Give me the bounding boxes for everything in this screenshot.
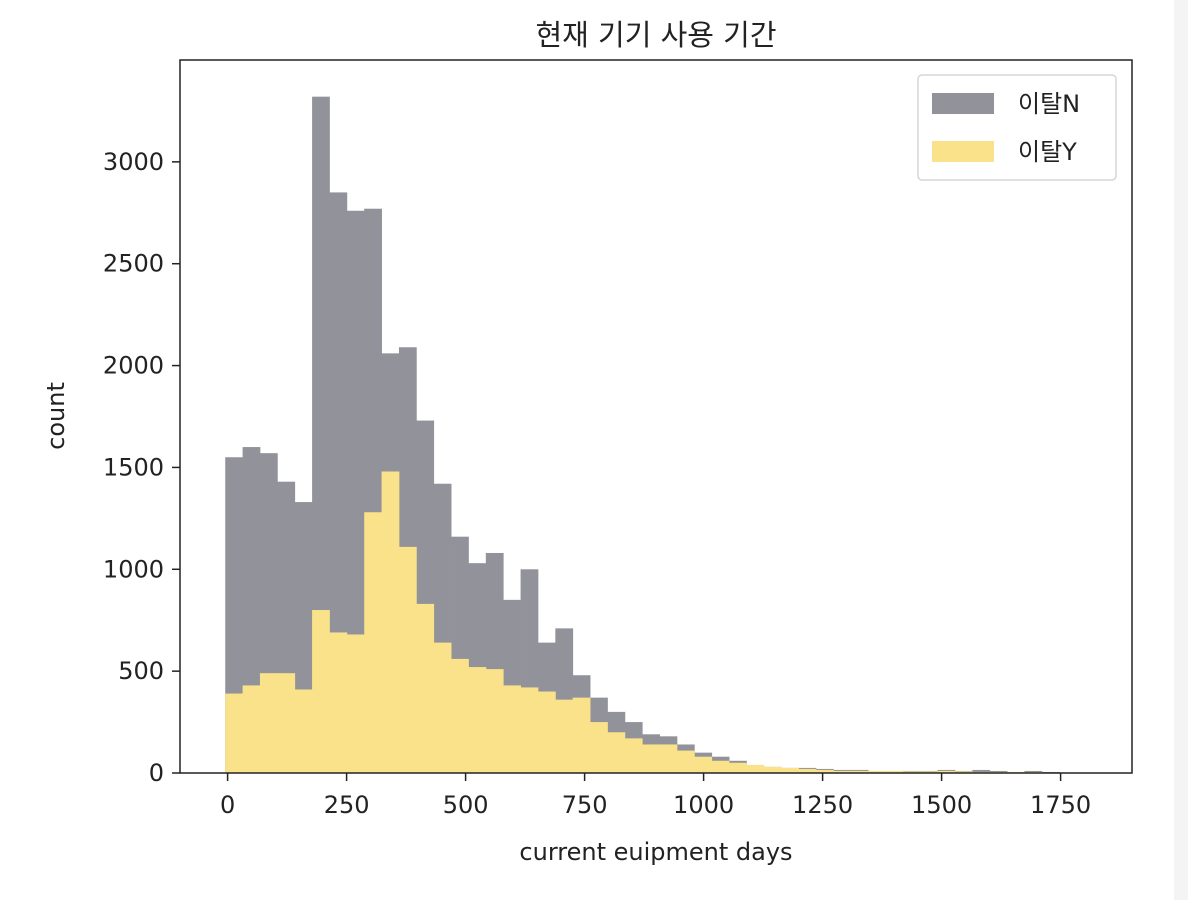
- y-tick-label: 3000: [103, 148, 164, 176]
- y-tick-label: 2500: [103, 250, 164, 278]
- histogram-bar-y-9: [381, 471, 400, 773]
- histogram-bar-y-1: [242, 685, 261, 773]
- x-tick-label: 750: [562, 791, 608, 819]
- histogram-bar-y-28: [711, 760, 730, 773]
- histogram-bar-y-15: [485, 669, 504, 773]
- histogram-bar-y-6: [329, 632, 348, 773]
- histogram-bar-y-27: [694, 756, 713, 773]
- histogram-bar-y-26: [676, 750, 695, 773]
- y-tick-label: 2000: [103, 352, 164, 380]
- histogram-bar-y-22: [607, 732, 626, 773]
- histogram-bar-y-0: [225, 693, 243, 773]
- histogram-bar-y-3: [277, 673, 296, 773]
- y-tick-label: 1500: [103, 453, 164, 481]
- histogram-bar-y-7: [346, 634, 365, 773]
- chart-title: 현재 기기 사용 기간: [535, 18, 776, 52]
- x-tick-label: 1500: [911, 791, 972, 819]
- histogram-bar-y-10: [398, 546, 417, 773]
- legend-label-y: 이탈Y: [1018, 138, 1077, 166]
- histogram-bar-y-35: [833, 770, 852, 773]
- legend-label-n: 이탈N: [1018, 90, 1080, 118]
- x-tick-label: 250: [324, 791, 370, 819]
- x-tick-label: 1750: [1030, 791, 1091, 819]
- y-tick-label: 500: [118, 657, 164, 685]
- histogram-bar-y-40: [920, 771, 938, 773]
- histogram-bar-y-29: [729, 762, 747, 773]
- histogram-bar-y-38: [885, 770, 904, 773]
- x-axis-label: current euipment days: [519, 838, 792, 866]
- histogram-bar-y-36: [850, 770, 869, 773]
- histogram-bar-y-8: [364, 512, 382, 773]
- y-axis-ticks: 0 500 1000 1500 2000 2500 3000: [103, 148, 180, 787]
- histogram-bar-y-19: [555, 699, 574, 773]
- histogram-bar-y-21: [590, 722, 608, 773]
- histogram-bar-y-13: [451, 658, 469, 773]
- histogram-bar-y-33: [798, 768, 817, 773]
- x-tick-label: 1250: [792, 791, 853, 819]
- legend-swatch-y: [932, 141, 994, 162]
- histogram-bar-y-2: [259, 673, 278, 773]
- window-edge-strip: [1174, 0, 1188, 900]
- histogram-bar-y-37: [868, 770, 886, 773]
- y-axis-label: count: [42, 382, 70, 450]
- histogram-bar-n-6: [329, 192, 348, 773]
- legend-swatch-n: [932, 93, 994, 114]
- histogram-bar-y-41: [937, 770, 956, 773]
- histogram-bar-y-24: [642, 744, 660, 773]
- x-axis-ticks: 0 250 500 750 1000 1250 1500 1750: [220, 773, 1091, 819]
- histogram-bar-y-17: [520, 687, 539, 773]
- histogram-bar-y-42: [954, 771, 973, 773]
- histogram-bar-y-4: [294, 689, 313, 773]
- histogram-bar-y-5: [312, 610, 330, 773]
- histogram-bar-y-34: [815, 769, 834, 773]
- histogram-bar-y-20: [572, 697, 591, 773]
- histogram-bar-y-31: [763, 766, 782, 773]
- histogram-bar-y-25: [659, 744, 678, 773]
- histogram-bar-n-43: [972, 769, 991, 773]
- histogram-bar-y-11: [416, 603, 435, 773]
- legend-box: [917, 74, 1117, 181]
- histogram-bar-y-32: [781, 767, 799, 773]
- x-tick-label: 0: [220, 791, 235, 819]
- x-tick-label: 500: [443, 791, 489, 819]
- histogram-bar-y-23: [624, 738, 643, 773]
- histogram-bar-y-30: [746, 764, 765, 773]
- legend: 이탈N 이탈Y: [917, 74, 1117, 181]
- y-tick-label: 0: [149, 759, 164, 787]
- y-tick-label: 1000: [103, 555, 164, 583]
- series-y-bars: [225, 471, 1060, 773]
- histogram-bar-y-14: [468, 667, 487, 773]
- histogram-bar-y-39: [902, 771, 921, 773]
- histogram-bar-y-18: [537, 691, 556, 773]
- histogram-bar-y-16: [503, 685, 521, 773]
- histogram-bar-y-12: [433, 642, 452, 773]
- histogram-bar-n-5: [312, 96, 330, 774]
- histogram-bar-n-7: [346, 210, 365, 773]
- plot-frame: [179, 59, 1133, 774]
- x-tick-label: 1000: [673, 791, 734, 819]
